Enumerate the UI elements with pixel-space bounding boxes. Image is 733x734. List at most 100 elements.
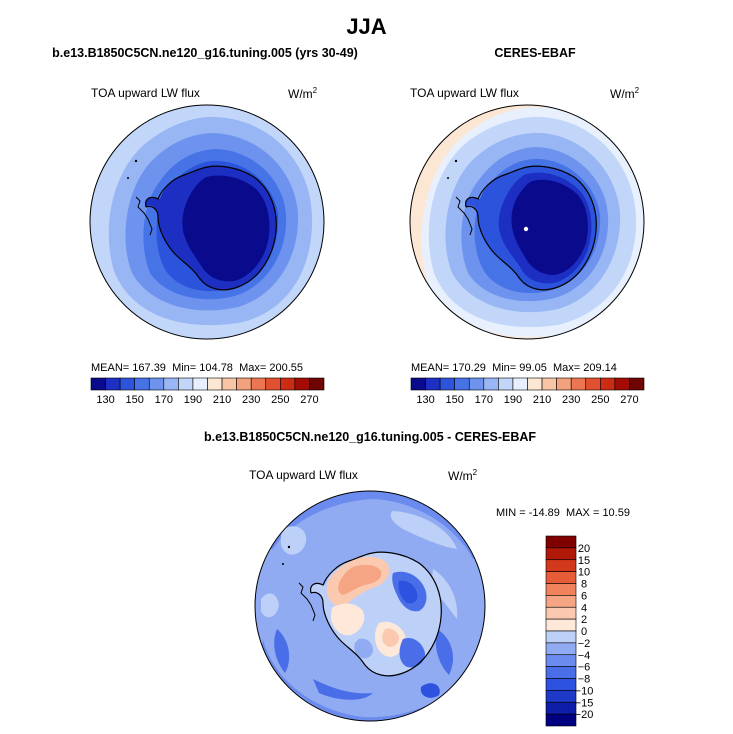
colorbar-box xyxy=(265,377,281,391)
colorbar-tick-label: 8 xyxy=(581,579,587,591)
colorbar-tick-label: 210 xyxy=(213,394,231,406)
panel-2-stats: MEAN= 170.29 Min= 99.05 Max= 209.14 xyxy=(411,362,617,374)
colorbar-box xyxy=(614,377,630,391)
colorbar-tick-label: 230 xyxy=(242,394,260,406)
colorbar-tick-label: −8 xyxy=(578,674,591,686)
colorbar-box xyxy=(425,377,441,391)
max-value: 200.55 xyxy=(269,362,303,374)
colorbar-box xyxy=(545,690,577,703)
panel-3-title: b.e13.B1850C5CN.ne120_g16.tuning.005 - C… xyxy=(203,430,537,444)
colorbar-box xyxy=(545,595,577,608)
colorbar-tick-label: 0 xyxy=(581,626,587,638)
min-value: -14.89 xyxy=(528,507,560,519)
colorbar-box xyxy=(439,377,455,391)
colorbar-box xyxy=(468,377,485,391)
colorbar-box xyxy=(545,535,577,549)
panel-2-title: CERES-EBAF xyxy=(494,46,576,60)
max-value: 209.14 xyxy=(583,362,617,374)
max-label: Max= xyxy=(239,362,267,374)
colorbar-box xyxy=(119,377,135,391)
colorbar-box xyxy=(629,377,645,391)
colorbar-tick-label: 230 xyxy=(562,394,580,406)
min-value: 99.05 xyxy=(519,362,547,374)
colorbar-box xyxy=(105,377,121,391)
colorbar-box xyxy=(545,701,577,715)
colorbar-tick-label: −10 xyxy=(575,685,594,697)
colorbar-tick-label: −20 xyxy=(575,709,594,721)
colorbar-box xyxy=(134,377,150,391)
colorbar-box xyxy=(556,377,572,391)
colorbar-tick-label: 210 xyxy=(533,394,551,406)
colorbar-box xyxy=(512,377,528,391)
colorbar-box xyxy=(545,666,577,679)
colorbar-tick-label: 250 xyxy=(271,394,289,406)
colorbar-box xyxy=(545,583,577,596)
colorbar-tick-label: 130 xyxy=(416,394,434,406)
panel-3-variable-label: TOA upward LW flux xyxy=(249,468,358,482)
panel-1-units-label: W/m2 xyxy=(288,86,318,101)
colorbar-box xyxy=(410,377,426,391)
min-value: 104.78 xyxy=(199,362,233,374)
colorbar-box xyxy=(294,377,310,391)
mean-label: MEAN= xyxy=(411,362,450,374)
colorbar-model: 130 150 170 190 210 230 250 270 xyxy=(90,377,325,406)
colorbar-tick-label: 270 xyxy=(620,394,638,406)
mean-value: 167.39 xyxy=(132,362,166,374)
colorbar-observations: 130 150 170 190 210 230 250 270 xyxy=(410,377,645,406)
colorbar-box xyxy=(545,713,577,727)
colorbar-box xyxy=(483,377,499,391)
colorbar-box xyxy=(221,377,237,391)
polar-map-observations xyxy=(409,104,645,340)
colorbar-box xyxy=(545,678,577,691)
colorbar-box xyxy=(250,377,267,391)
colorbar-box xyxy=(545,559,577,572)
mean-value: 170.29 xyxy=(452,362,486,374)
colorbar-box xyxy=(545,606,577,620)
colorbar-box xyxy=(90,377,106,391)
max-label: Max= xyxy=(552,362,581,374)
colorbar-tick-label: 170 xyxy=(475,394,493,406)
colorbar-box xyxy=(178,377,194,391)
colorbar-box xyxy=(498,377,514,391)
colorbar-box xyxy=(570,377,587,391)
colorbar-box xyxy=(192,377,208,391)
colorbar-box xyxy=(207,377,223,391)
max-label: MAX = xyxy=(566,507,600,519)
colorbar-box xyxy=(541,377,557,391)
min-label: MIN = xyxy=(496,507,526,519)
colorbar-tick-label: 190 xyxy=(504,394,522,406)
colorbar-box xyxy=(545,642,577,656)
colorbar-box xyxy=(236,377,252,391)
colorbar-tick-label: −2 xyxy=(578,638,591,650)
colorbar-box xyxy=(148,377,165,391)
colorbar-tick-label: 150 xyxy=(446,394,464,406)
colorbar-box xyxy=(585,377,601,391)
colorbar-box xyxy=(163,377,179,391)
colorbar-box xyxy=(545,571,577,584)
colorbar-box xyxy=(545,654,577,667)
max-value: 10.59 xyxy=(602,507,630,519)
colorbar-tick-label: 4 xyxy=(581,602,587,614)
polar-map-difference xyxy=(254,490,486,722)
colorbar-tick-label: 250 xyxy=(591,394,609,406)
panel-1-title: b.e13.B1850C5CN.ne120_g16.tuning.005 (yr… xyxy=(52,46,358,60)
colorbar-tick-label: 2 xyxy=(581,614,587,626)
colorbar-tick-label: 130 xyxy=(96,394,114,406)
min-label: Min= xyxy=(172,362,197,374)
figure-title: JJA xyxy=(346,14,387,39)
colorbar-tick-label: −4 xyxy=(578,650,591,662)
colorbar-tick-label: 150 xyxy=(126,394,144,406)
colorbar-box xyxy=(280,377,296,391)
colorbar-tick-label: 20 xyxy=(578,543,590,555)
colorbar-box xyxy=(527,377,543,391)
colorbar-box xyxy=(454,377,470,391)
panel-3-stats: MIN = -14.89 MAX = 10.59 xyxy=(496,507,630,519)
colorbar-tick-label: 270 xyxy=(300,394,318,406)
colorbar-box xyxy=(545,618,577,632)
panel-1-variable-label: TOA upward LW flux xyxy=(91,86,200,100)
polar-map-model xyxy=(89,104,325,340)
colorbar-tick-label: −15 xyxy=(575,697,594,709)
colorbar-box xyxy=(545,630,577,644)
panel-2-units-label: W/m2 xyxy=(610,86,640,101)
